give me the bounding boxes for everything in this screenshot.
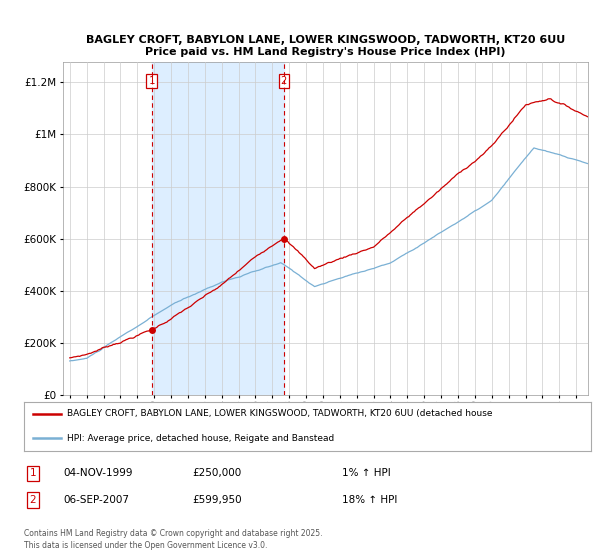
Bar <box>152 62 284 395</box>
Text: 2: 2 <box>29 495 37 505</box>
Text: BAGLEY CROFT, BABYLON LANE, LOWER KINGSWOOD, TADWORTH, KT20 6UU (detached house: BAGLEY CROFT, BABYLON LANE, LOWER KINGSW… <box>67 409 492 418</box>
Title: BAGLEY CROFT, BABYLON LANE, LOWER KINGSWOOD, TADWORTH, KT20 6UU
Price paid vs. H: BAGLEY CROFT, BABYLON LANE, LOWER KINGSW… <box>86 35 565 57</box>
Text: 2: 2 <box>281 76 287 86</box>
Text: 04-NOV-1999: 04-NOV-1999 <box>63 468 133 478</box>
Text: Contains HM Land Registry data © Crown copyright and database right 2025.
This d: Contains HM Land Registry data © Crown c… <box>24 529 323 550</box>
Text: 1% ↑ HPI: 1% ↑ HPI <box>342 468 391 478</box>
Text: 1: 1 <box>148 76 155 86</box>
Text: £599,950: £599,950 <box>192 495 242 505</box>
Text: HPI: Average price, detached house, Reigate and Banstead: HPI: Average price, detached house, Reig… <box>67 434 334 443</box>
Text: 1: 1 <box>29 468 37 478</box>
Text: £250,000: £250,000 <box>192 468 241 478</box>
Text: 18% ↑ HPI: 18% ↑ HPI <box>342 495 397 505</box>
Text: 06-SEP-2007: 06-SEP-2007 <box>63 495 129 505</box>
